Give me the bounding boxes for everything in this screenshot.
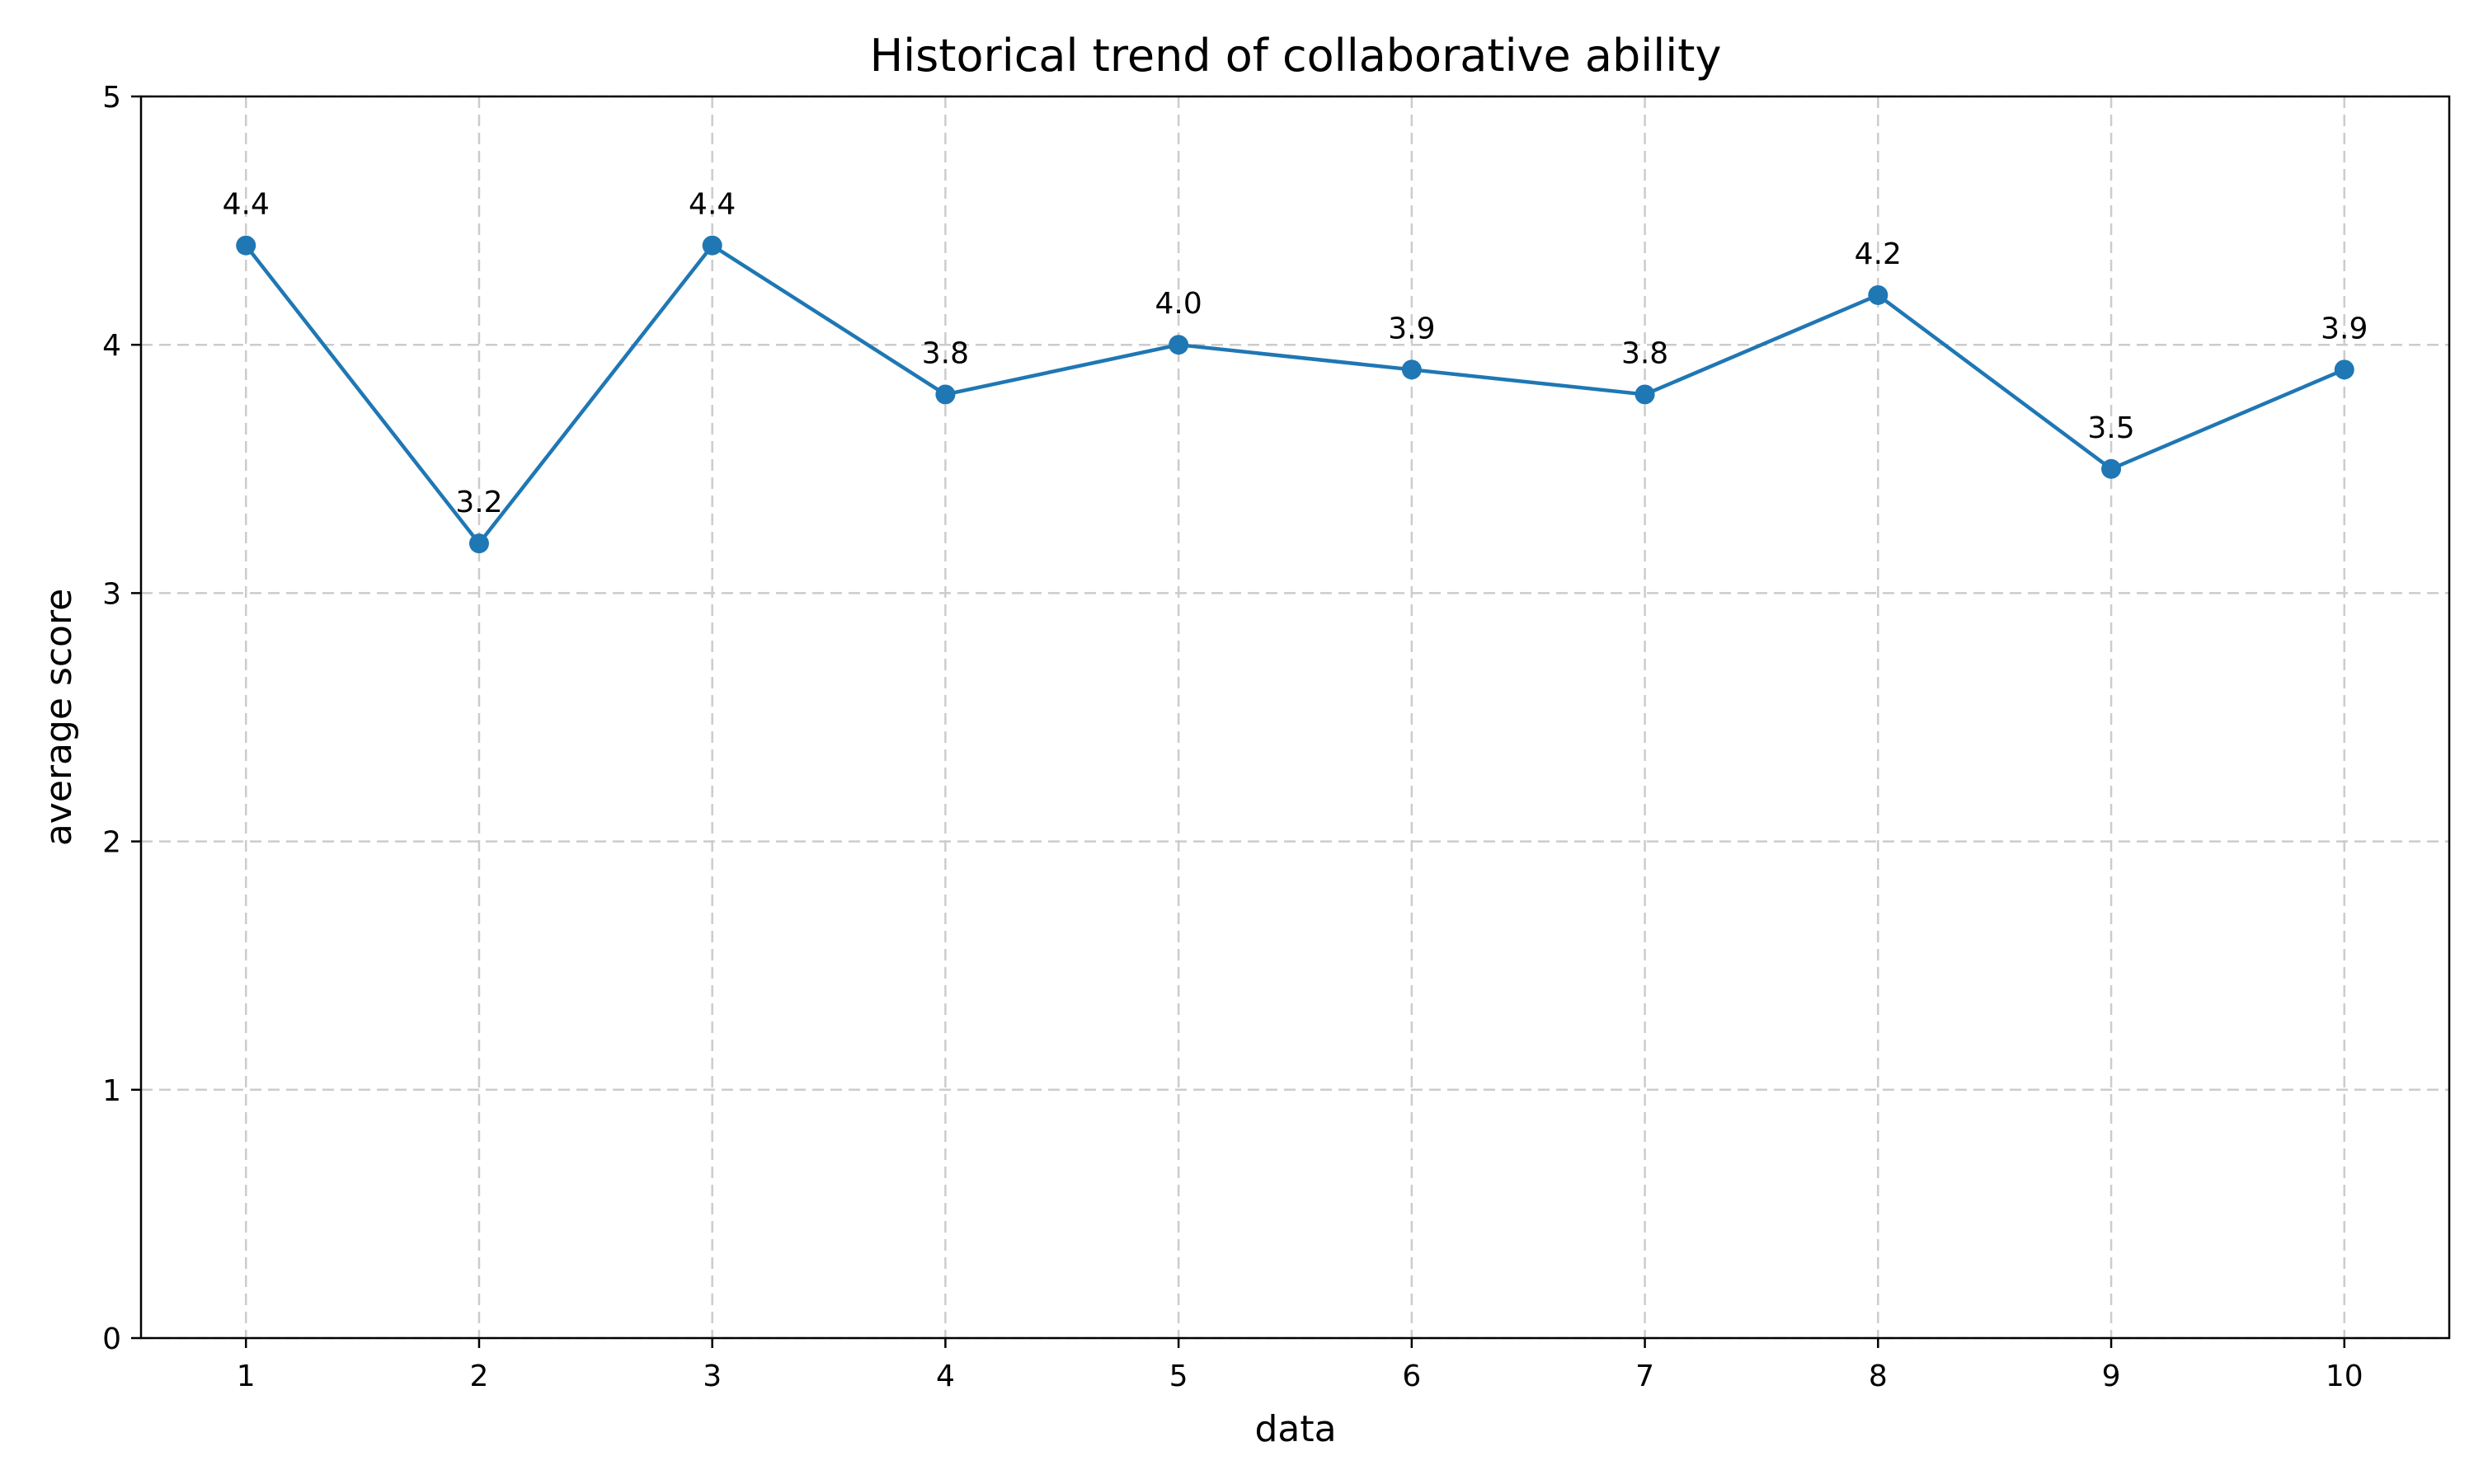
data-series <box>236 236 2354 553</box>
data-label: 4.4 <box>223 188 270 222</box>
chart-title: Historical trend of collaborative abilit… <box>870 30 1722 82</box>
plot-frame <box>141 96 2449 1338</box>
y-tick-label: 5 <box>102 81 121 115</box>
y-tick-label: 1 <box>102 1074 121 1108</box>
x-tick-label: 9 <box>2102 1360 2121 1393</box>
y-tick-label: 4 <box>102 329 121 363</box>
series-line <box>246 246 2345 543</box>
data-label: 4.0 <box>1155 287 1202 321</box>
axes: 1 2 3 4 5 6 7 8 9 10 0 1 2 3 4 5 <box>102 81 2363 1393</box>
data-label: 4.2 <box>1855 237 1902 271</box>
x-axis-label: data <box>1254 1408 1336 1450</box>
data-label: 3.9 <box>2321 312 2368 345</box>
y-axis-label: average score <box>38 589 80 846</box>
data-point <box>2101 459 2121 479</box>
data-point <box>1635 384 1655 404</box>
y-tick-label: 0 <box>102 1322 121 1356</box>
x-tick-label: 5 <box>1169 1360 1188 1393</box>
x-tick-label: 6 <box>1402 1360 1421 1393</box>
data-label: 3.9 <box>1388 312 1435 345</box>
grid-lines <box>141 96 2449 1338</box>
data-label: 4.4 <box>689 188 736 222</box>
x-tick-label: 2 <box>470 1360 489 1393</box>
x-tick-label: 8 <box>1869 1360 1888 1393</box>
data-label: 3.2 <box>455 486 502 519</box>
x-tick-label: 3 <box>703 1360 722 1393</box>
y-tick-label: 3 <box>102 577 121 611</box>
data-point <box>2335 359 2354 379</box>
data-labels: 4.4 3.2 4.4 3.8 4.0 3.9 3.8 4.2 3.5 3.9 <box>223 188 2368 519</box>
x-tick-label: 1 <box>237 1360 256 1393</box>
x-tick-label: 10 <box>2326 1360 2363 1393</box>
data-point <box>469 533 489 553</box>
x-tick-label: 7 <box>1635 1360 1654 1393</box>
data-point <box>1402 359 1422 379</box>
data-point <box>236 236 256 256</box>
data-point <box>1169 335 1188 355</box>
data-point <box>1868 285 1888 305</box>
x-tick-label: 4 <box>936 1360 955 1393</box>
data-label: 3.8 <box>1621 336 1668 370</box>
y-tick-label: 2 <box>102 826 121 860</box>
data-label: 3.5 <box>2087 411 2134 445</box>
data-point <box>935 384 955 404</box>
data-label: 3.8 <box>922 336 969 370</box>
data-point <box>703 236 722 256</box>
